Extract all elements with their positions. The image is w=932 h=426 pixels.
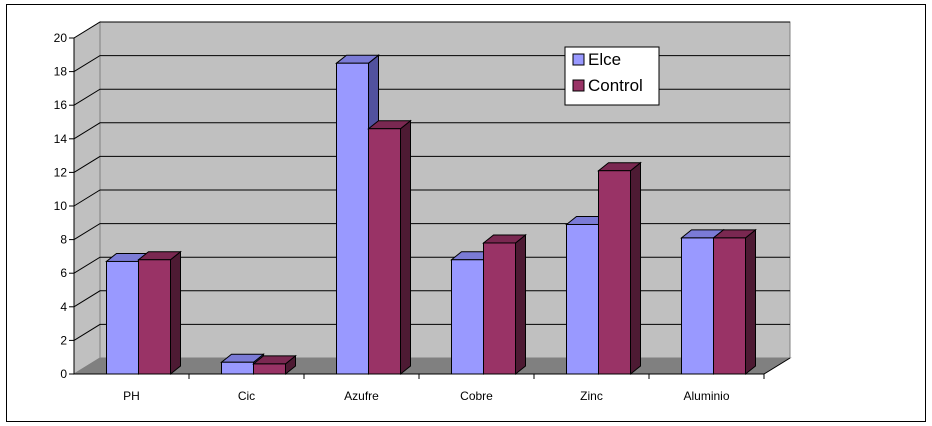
x-tick-label: Cobre <box>460 389 493 403</box>
bar-side <box>400 119 411 376</box>
gridlines <box>73 21 790 341</box>
bar-front <box>598 170 631 375</box>
gridline <box>73 223 790 241</box>
y-tick-label: 16 <box>54 98 68 112</box>
bars <box>105 54 757 376</box>
bar-front <box>713 237 746 375</box>
bar-front <box>451 259 484 375</box>
y-tick-label: 10 <box>54 199 68 213</box>
gridline <box>73 21 790 39</box>
bar-front <box>368 128 401 375</box>
gridline <box>73 290 790 308</box>
bar-front <box>138 259 171 375</box>
bar-control-aluminio <box>712 228 757 376</box>
bar-side <box>515 233 526 376</box>
y-tick-label: 2 <box>60 333 67 347</box>
x-tick-label: Azufre <box>344 389 379 403</box>
bar-front <box>681 237 714 375</box>
bar-control-azufre <box>367 119 412 376</box>
bar-control-ph <box>137 250 182 376</box>
legend-label-control: Control <box>588 76 643 95</box>
bar-control-zinc <box>597 161 642 376</box>
legend-swatch-elce <box>572 53 585 66</box>
y-tick-label: 12 <box>54 165 68 179</box>
bar-front <box>336 62 369 375</box>
legend[interactable]: Elce Control <box>564 46 660 106</box>
bar-side <box>745 228 756 376</box>
y-tick-label: 14 <box>54 132 68 146</box>
y-tick-label: 20 <box>54 31 68 45</box>
axis-labels: 0 2 4 6 8 10 12 14 16 18 20 PH Cic Azufre Cobre Zinc Alu… <box>54 31 730 403</box>
gridline <box>73 189 790 207</box>
gridline <box>73 323 790 341</box>
bar-front <box>253 363 286 375</box>
y-tick-label: 8 <box>60 233 67 247</box>
chart-frame: 0 2 4 6 8 10 12 14 16 18 20 PH Cic Azufre Cobre Zinc Alu… <box>6 4 926 422</box>
y-tick-label: 18 <box>54 65 68 79</box>
y-tick-label: 6 <box>60 266 67 280</box>
bar-chart: 0 2 4 6 8 10 12 14 16 18 20 PH Cic Azufre Cobre Zinc Alu… <box>54 21 792 403</box>
bar-front <box>566 223 599 375</box>
x-tick-label: PH <box>123 389 140 403</box>
x-tick-label: Zinc <box>580 389 603 403</box>
axes <box>69 37 791 379</box>
legend-label-elce: Elce <box>588 50 621 69</box>
bar-control-cic <box>252 354 297 376</box>
x-tick-label: Aluminio <box>683 389 729 403</box>
y-tick-label: 0 <box>60 367 67 381</box>
y-tick-label: 4 <box>60 300 67 314</box>
gridline <box>73 256 790 274</box>
bar-control-cobre <box>482 233 527 376</box>
legend-swatch-control <box>572 79 585 92</box>
x-axis-depth <box>763 357 791 375</box>
bar-front <box>221 361 254 375</box>
bar-front <box>106 260 139 375</box>
bar-side <box>630 161 641 376</box>
bar-front <box>483 242 516 375</box>
x-tick-label: Cic <box>238 389 255 403</box>
bar-side <box>170 250 181 376</box>
gridline <box>73 155 790 173</box>
gridline <box>73 122 790 140</box>
gridline <box>73 55 790 73</box>
gridline <box>73 88 790 106</box>
